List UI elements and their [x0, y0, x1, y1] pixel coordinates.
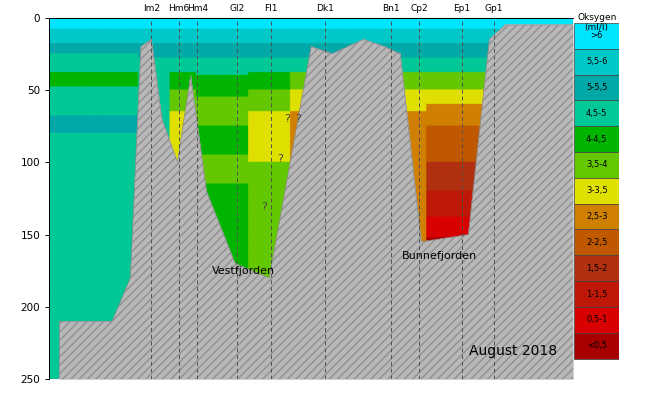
Bar [574, 229, 619, 255]
Bar [574, 23, 619, 49]
Bar [574, 333, 619, 359]
Text: 3-3,5: 3-3,5 [586, 186, 608, 195]
Text: 5,5-6: 5,5-6 [586, 57, 607, 66]
Text: Hm4: Hm4 [187, 4, 208, 13]
Bar [574, 281, 619, 307]
Text: Gp1: Gp1 [485, 4, 503, 13]
Bar [574, 255, 619, 281]
Text: ?: ? [277, 154, 282, 164]
Bar [574, 75, 619, 100]
Text: Hm6: Hm6 [168, 4, 189, 13]
Text: ?: ? [261, 202, 267, 212]
Text: Dk1: Dk1 [316, 4, 333, 13]
Text: Fl1: Fl1 [265, 4, 278, 13]
Text: Ep1: Ep1 [453, 4, 470, 13]
Bar [574, 100, 619, 126]
Text: 2-2,5: 2-2,5 [586, 238, 607, 247]
Text: (ml/l): (ml/l) [585, 23, 608, 32]
Text: >6: >6 [591, 31, 603, 40]
Text: Im2: Im2 [143, 4, 160, 13]
Text: Vestfjorden: Vestfjorden [212, 266, 274, 276]
Text: Bn1: Bn1 [383, 4, 400, 13]
Text: <0,5: <0,5 [587, 341, 607, 350]
Text: 4,5-5: 4,5-5 [586, 109, 607, 118]
Text: Oksygen: Oksygen [577, 13, 616, 22]
Text: August 2018: August 2018 [469, 344, 557, 357]
Bar [574, 307, 619, 333]
Text: 0,5-1: 0,5-1 [586, 315, 607, 324]
Bar [574, 178, 619, 204]
Text: Gl2: Gl2 [229, 4, 244, 13]
Bar [574, 152, 619, 178]
Bar [574, 49, 619, 75]
Text: Cp2: Cp2 [410, 4, 428, 13]
Text: ?: ? [285, 114, 290, 124]
Text: Bunnefjorden: Bunnefjorden [402, 251, 477, 261]
Text: ?: ? [295, 114, 301, 124]
Text: 1,5-2: 1,5-2 [586, 264, 607, 273]
Text: 2,5-3: 2,5-3 [586, 212, 607, 221]
Text: 4-4,5: 4-4,5 [586, 135, 607, 144]
Text: 1-1,5: 1-1,5 [586, 290, 607, 299]
Text: 5-5,5: 5-5,5 [586, 83, 607, 92]
Bar [574, 204, 619, 229]
Bar [574, 126, 619, 152]
Text: 3,5-4: 3,5-4 [586, 160, 607, 169]
